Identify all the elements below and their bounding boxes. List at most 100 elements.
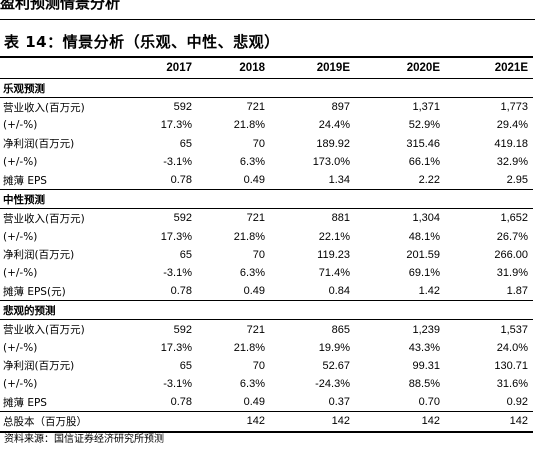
table-row: 营业收入(百万元) 592 721 881 1,304 1,652 [0, 209, 533, 227]
table-cell: 0.70 [418, 396, 440, 409]
section-title-rule [0, 208, 533, 210]
table-cell: 1.87 [506, 285, 528, 298]
table-cell: 1,371 [412, 101, 440, 114]
table-cell: 142 [509, 415, 528, 428]
header-cell-2018: 2018 [239, 62, 265, 74]
table-cell: 0.49 [243, 396, 265, 409]
table-header-row: 2017 2018 2019E 2020E 2021E [0, 58, 533, 78]
table-cell: 19.9% [318, 341, 350, 354]
section-title: 中性预测 [3, 193, 45, 206]
section-header-row: 乐观预测 [0, 79, 533, 97]
table-cell: 71.4% [318, 266, 350, 279]
table-cell: 31.9% [496, 266, 528, 279]
row-label: 总股本（百万股） [3, 415, 87, 428]
row-label: (+/-%) [3, 341, 38, 354]
table-cell: 1,304 [412, 212, 440, 225]
table-cell: 142 [421, 415, 440, 428]
table-cell: 1,652 [500, 212, 528, 225]
source-note: 资料来源：国信证券经济研究所预测 [4, 434, 164, 445]
table-cell: 21.8% [233, 119, 265, 132]
table-cell: 29.4% [496, 119, 528, 132]
table-cell: 1.42 [418, 285, 440, 298]
table-cell: 1,239 [412, 323, 440, 336]
header-cell-2021e: 2021E [494, 62, 528, 74]
table-row: 净利润(百万元) 65 70 119.23 201.59 266.00 [0, 246, 533, 264]
header-cell-2020e: 2020E [406, 62, 440, 74]
table-row: 摊薄 EPS 0.78 0.49 1.34 2.22 2.95 [0, 171, 533, 189]
scenario-table: 2017 2018 2019E 2020E 2021E 乐观预测营业收入(百万元… [0, 56, 533, 433]
table-cell: 6.3% [239, 378, 265, 391]
table-cell: 865 [331, 323, 350, 336]
table-cell: 88.5% [408, 378, 440, 391]
table-cell: 70 [252, 137, 265, 150]
table-cell: 419.18 [494, 137, 528, 150]
section-rule [0, 300, 533, 302]
row-label: 净利润(百万元) [3, 360, 75, 373]
total-shares-row: 总股本（百万股） 142 142 142 142 [0, 412, 533, 430]
table-row: 摊薄 EPS(元) 0.78 0.49 0.84 1.42 1.87 [0, 282, 533, 300]
table-row: (+/-%) 17.3% 21.8% 19.9% 43.3% 24.0% [0, 339, 533, 357]
section-title-rule [0, 97, 533, 99]
table-cell: 1,773 [500, 101, 528, 114]
row-label: (+/-%) [3, 155, 38, 168]
table-cell: 1,537 [500, 323, 528, 336]
table-cell: 17.3% [160, 341, 192, 354]
table-cell: 65 [179, 248, 192, 261]
row-label: (+/-%) [3, 378, 38, 391]
table-cell: -3.1% [163, 155, 192, 168]
table-cell: 21.8% [233, 230, 265, 243]
table-cell: 142 [331, 415, 350, 428]
table-cell: 173.0% [312, 155, 350, 168]
table-cell: 21.8% [233, 341, 265, 354]
table-body: 乐观预测营业收入(百万元) 592 721 897 1,371 1,773 (+/-%) 17… [0, 79, 533, 413]
row-label: 摊薄 EPS [3, 174, 47, 187]
table-cell: 592 [173, 212, 192, 225]
table-cell: 721 [246, 212, 265, 225]
table-cell: 142 [246, 415, 265, 428]
table-cell: 721 [246, 101, 265, 114]
table-cell: 0.78 [170, 285, 192, 298]
row-label: 摊薄 EPS [3, 396, 47, 409]
table-cell: 52.9% [408, 119, 440, 132]
table-bottom-rule [0, 430, 533, 433]
table-cell: 2.22 [418, 174, 440, 187]
table-cell: 721 [246, 323, 265, 336]
row-label: 营业收入(百万元) [3, 101, 85, 114]
table-cell: 26.7% [496, 230, 528, 243]
table-cell: 69.1% [408, 266, 440, 279]
table-cell: 17.3% [160, 119, 192, 132]
table-cell: -3.1% [163, 266, 192, 279]
header-cell-2017: 2017 [166, 62, 192, 74]
table-row: (+/-%) -3.1% 6.3% 173.0% 66.1% 32.9% [0, 153, 533, 171]
table-cell: -24.3% [315, 378, 350, 391]
table-title: 表 14：情景分析（乐观、中性、悲观） [4, 33, 280, 51]
table-cell: 32.9% [496, 155, 528, 168]
table-cell: 65 [179, 359, 192, 372]
row-label: (+/-%) [3, 266, 38, 279]
table-cell: 266.00 [494, 248, 528, 261]
table-cell: 17.3% [160, 230, 192, 243]
table-cell: 130.71 [494, 359, 528, 372]
table-cell: 897 [331, 101, 350, 114]
table-row: (+/-%) -3.1% 6.3% -24.3% 88.5% 31.6% [0, 375, 533, 393]
page-heading: 盈利预测情景分析 [0, 0, 121, 12]
table-cell: 0.92 [506, 396, 528, 409]
table-cell: 48.1% [408, 230, 440, 243]
table-cell: 881 [331, 212, 350, 225]
table-row: 净利润(百万元) 65 70 52.67 99.31 130.71 [0, 357, 533, 375]
row-label: 营业收入(百万元) [3, 212, 85, 225]
table-row: (+/-%) 17.3% 21.8% 24.4% 52.9% 29.4% [0, 116, 533, 134]
table-cell: 99.31 [412, 359, 440, 372]
table-cell: 315.46 [406, 137, 440, 150]
table-cell: -3.1% [163, 378, 192, 391]
table-cell: 0.37 [328, 396, 350, 409]
table-cell: 119.23 [317, 248, 350, 261]
section-header-row: 悲观的预测 [0, 301, 533, 319]
table-cell: 0.49 [243, 285, 265, 298]
table-row: 净利润(百万元) 65 70 189.92 315.46 419.18 [0, 135, 533, 153]
total-rule [0, 411, 533, 413]
table-cell: 2.95 [506, 174, 528, 187]
table-cell: 65 [179, 137, 192, 150]
table-cell: 52.67 [322, 359, 350, 372]
table-cell: 1.34 [328, 174, 350, 187]
